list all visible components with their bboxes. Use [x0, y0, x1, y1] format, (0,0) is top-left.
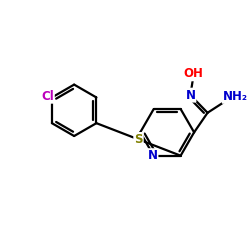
Text: N: N: [148, 149, 158, 162]
Text: NH₂: NH₂: [223, 90, 248, 103]
Text: Cl: Cl: [41, 90, 54, 103]
Text: S: S: [134, 133, 143, 146]
Text: N: N: [186, 89, 196, 102]
Text: OH: OH: [183, 67, 203, 80]
